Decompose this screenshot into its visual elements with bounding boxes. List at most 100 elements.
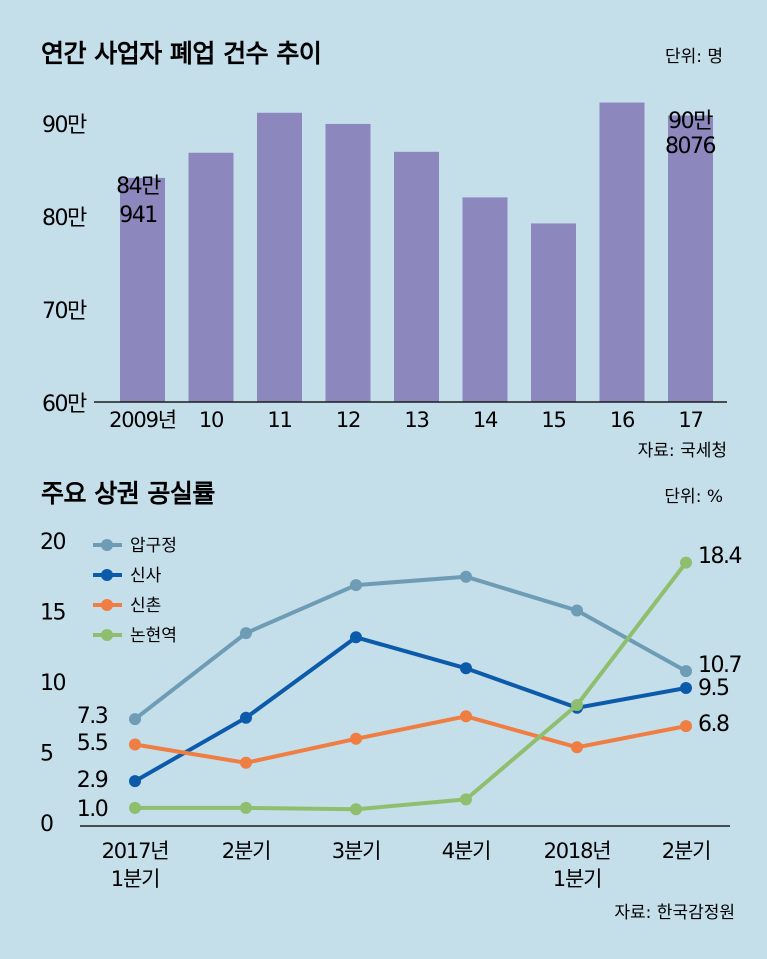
data-point (129, 775, 141, 788)
line-x-tick-label: 1분기 (111, 867, 159, 891)
line-y-tick-label: 5 (40, 742, 53, 767)
bar-chart-title: 연간 사업자 폐업 건수 추이 (41, 39, 321, 68)
svg-text:90만: 90만 (668, 109, 713, 134)
legend-label: 압구정 (130, 536, 177, 556)
bar-chart: 연간 사업자 폐업 건수 추이 단위: 명 90만 80만 70만 60만 2009년… (41, 39, 727, 461)
bar-x-tick-label: 11 (267, 408, 291, 432)
data-point (240, 756, 252, 769)
data-point (240, 801, 252, 814)
line-chart-source: 자료: 한국감정원 (614, 903, 735, 923)
data-point (571, 604, 583, 617)
bar (188, 152, 234, 402)
data-point (350, 579, 362, 592)
bar (668, 115, 713, 402)
bar-chart-source: 자료: 국세청 (638, 441, 727, 461)
line-x-tick-label: 2분기 (222, 839, 270, 863)
bar (120, 177, 165, 402)
bar (394, 151, 439, 402)
bar-x-tick-label: 2009년 (109, 408, 176, 432)
svg-text:84만: 84만 (116, 174, 161, 199)
data-point (571, 699, 583, 711)
bar (257, 112, 302, 403)
legend-swatch-dot (101, 629, 113, 641)
bar-y-ticks: 90만 80만 70만 60만 (42, 113, 88, 417)
line-x-tick-label: 3분기 (332, 839, 380, 863)
series-line-압구정 (133, 574, 687, 721)
data-point (350, 732, 362, 745)
bar-x-tick-label: 16 (610, 408, 635, 432)
legend-swatch-dot (101, 539, 113, 551)
line-chart: 주요 상권 공실률 단위: % 20 15 10 5 0 2017년 1분기 2분기 3분기 4… (40, 479, 743, 923)
bar-y-tick-label: 60만 (42, 392, 87, 417)
bar-x-tick-label: 13 (404, 408, 428, 432)
legend-swatch-dot (101, 569, 113, 581)
data-point (129, 713, 141, 726)
data-point (680, 665, 692, 678)
line-chart-unit: 단위: % (664, 487, 723, 507)
data-point (680, 720, 692, 733)
svg-text:6.8: 6.8 (698, 712, 729, 737)
bar-x-ticks: 2009년 10 11 12 13 14 15 16 17 (109, 408, 704, 432)
legend-label: 논현역 (130, 626, 177, 646)
data-point (350, 631, 362, 644)
bar-x-tick-label: 15 (541, 408, 565, 432)
svg-text:1.0: 1.0 (77, 797, 108, 822)
line-y-tick-label: 10 (40, 671, 65, 696)
svg-text:941: 941 (119, 203, 157, 228)
line-y-tick-label: 20 (40, 530, 65, 555)
bar-y-tick-label: 90만 (42, 113, 87, 138)
data-point (129, 801, 141, 814)
data-point (129, 738, 141, 751)
bar-x-tick-label: 17 (678, 408, 702, 432)
data-point (240, 627, 252, 640)
data-point (680, 556, 692, 569)
line-x-tick-label: 2017년 (102, 839, 169, 863)
data-point (240, 711, 252, 724)
bar-x-tick-label: 12 (336, 408, 360, 432)
bar (325, 123, 371, 403)
line-x-tick-label: 2018년 (544, 839, 611, 863)
series-line-논현역 (135, 561, 688, 812)
data-point (460, 793, 472, 806)
bar-first-label: 84만 941 (116, 174, 162, 228)
svg-text:18.4: 18.4 (698, 544, 741, 569)
line-chart-title: 주요 상권 공실률 (41, 479, 215, 508)
legend-label: 신사 (130, 566, 162, 586)
bar-x-tick-label: 10 (199, 408, 223, 432)
line-x-tick-label: 4분기 (442, 839, 490, 863)
bar-last-label: 90만 8076 (665, 109, 717, 159)
svg-text:9.5: 9.5 (698, 676, 729, 701)
data-point (460, 662, 472, 675)
line-y-tick-label: 0 (40, 812, 53, 837)
bar-chart-unit: 단위: 명 (665, 47, 723, 67)
legend-label: 신촌 (130, 596, 161, 616)
legend-swatch-dot (101, 599, 113, 611)
svg-text:10.7: 10.7 (698, 653, 741, 678)
line-x-tick-label: 2분기 (662, 839, 710, 863)
bars (120, 102, 713, 403)
data-point (680, 682, 692, 694)
data-point (460, 710, 472, 723)
svg-text:8076: 8076 (665, 134, 715, 159)
bar (531, 223, 576, 402)
end-labels: 18.4 10.7 9.5 6.8 (698, 544, 743, 737)
series-lines (129, 556, 692, 816)
series-line-신사 (134, 635, 687, 783)
bar (599, 102, 645, 402)
data-point (350, 803, 362, 816)
line-x-tick-label: 1분기 (553, 867, 601, 891)
bar-y-tick-label: 70만 (42, 299, 87, 324)
data-point (460, 570, 472, 583)
line-y-tick-label: 15 (40, 601, 65, 626)
series-line-신촌 (134, 714, 687, 765)
svg-text:7.3: 7.3 (77, 704, 108, 729)
line-y-ticks: 20 15 10 5 0 (40, 530, 67, 837)
start-labels: 7.3 5.5 2.9 1.0 (77, 704, 109, 822)
line-x-ticks: 2017년 1분기 2분기 3분기 4분기 2018년 1분기 2분기 (102, 839, 712, 891)
data-point (571, 741, 583, 754)
bar (462, 197, 508, 402)
bar-y-tick-label: 80만 (42, 206, 87, 231)
bar-x-tick-label: 14 (473, 408, 498, 432)
